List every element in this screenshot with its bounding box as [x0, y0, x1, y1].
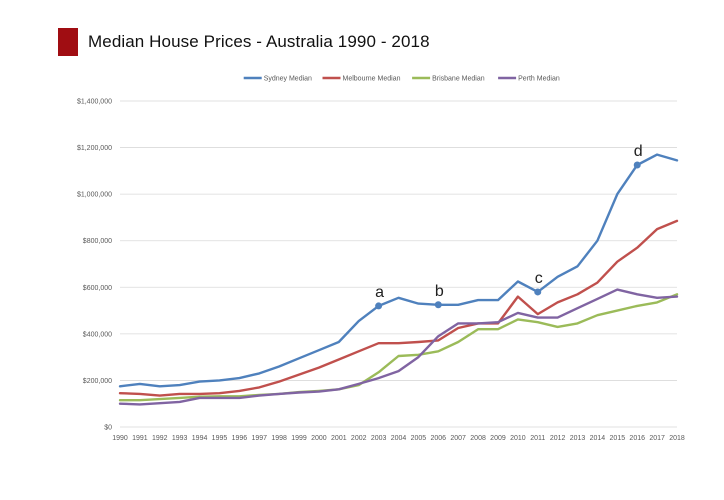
legend-label: Sydney Median: [264, 76, 312, 83]
y-tick-label: $0: [104, 425, 112, 432]
chart-title: Median House Prices - Australia 1990 - 2…: [88, 32, 430, 51]
title-accent-square: [58, 28, 78, 56]
annotation-label-b: b: [435, 283, 444, 300]
x-tick-label: 1991: [132, 435, 148, 442]
x-tick-label: 2013: [570, 435, 586, 442]
y-tick-label: $600,000: [83, 285, 112, 292]
annotation-marker-c: [534, 288, 542, 296]
x-tick-label: 1995: [212, 435, 228, 442]
x-tick-label: 1999: [291, 435, 307, 442]
y-tick-label: $1,400,000: [77, 99, 112, 106]
x-tick-label: 2006: [430, 435, 446, 442]
x-tick-label: 1994: [192, 435, 208, 442]
x-tick-label: 2017: [649, 435, 665, 442]
y-tick-label: $200,000: [83, 378, 112, 385]
y-tick-label: $1,000,000: [77, 192, 112, 199]
x-tick-label: 1993: [172, 435, 188, 442]
x-tick-label: 2018: [669, 435, 685, 442]
annotation-label-d: d: [634, 143, 643, 160]
x-tick-label: 1990: [112, 435, 128, 442]
series-line-brisbane-median: [118, 293, 679, 402]
annotation-marker-a: [375, 302, 383, 310]
y-tick-label: $1,200,000: [77, 145, 112, 152]
legend-label: Melbourne Median: [343, 76, 401, 83]
x-tick-label: 2016: [629, 435, 645, 442]
series-line-perth-median: [118, 288, 679, 406]
x-tick-label: 1998: [271, 435, 287, 442]
annotation-label-a: a: [375, 284, 384, 301]
x-tick-label: 2005: [411, 435, 427, 442]
legend-label: Perth Median: [518, 76, 560, 83]
annotation-marker-d: [633, 161, 641, 169]
x-tick-label: 2010: [510, 435, 526, 442]
x-tick-label: 2012: [550, 435, 566, 442]
legend-label: Brisbane Median: [432, 76, 485, 83]
y-tick-label: $800,000: [83, 238, 112, 245]
x-tick-label: 2007: [450, 435, 466, 442]
series-line-melbourne-median: [118, 219, 679, 397]
x-tick-label: 2003: [371, 435, 387, 442]
x-tick-label: 2009: [490, 435, 506, 442]
series-line-sydney-median: [118, 153, 679, 388]
x-tick-label: 2002: [351, 435, 367, 442]
x-tick-label: 1997: [251, 435, 267, 442]
annotation-label-c: c: [535, 270, 543, 287]
chart-title-block: Median House Prices - Australia 1990 - 2…: [58, 28, 430, 56]
x-tick-label: 2015: [610, 435, 626, 442]
x-tick-label: 2011: [530, 435, 545, 442]
x-tick-label: 2004: [391, 435, 407, 442]
annotation-marker-b: [434, 301, 442, 309]
x-tick-label: 1992: [152, 435, 168, 442]
x-tick-label: 2008: [470, 435, 486, 442]
x-tick-label: 2014: [590, 435, 606, 442]
x-tick-label: 1996: [232, 435, 248, 442]
x-tick-label: 2000: [311, 435, 327, 442]
y-tick-label: $400,000: [83, 331, 112, 338]
x-tick-label: 2001: [331, 435, 347, 442]
